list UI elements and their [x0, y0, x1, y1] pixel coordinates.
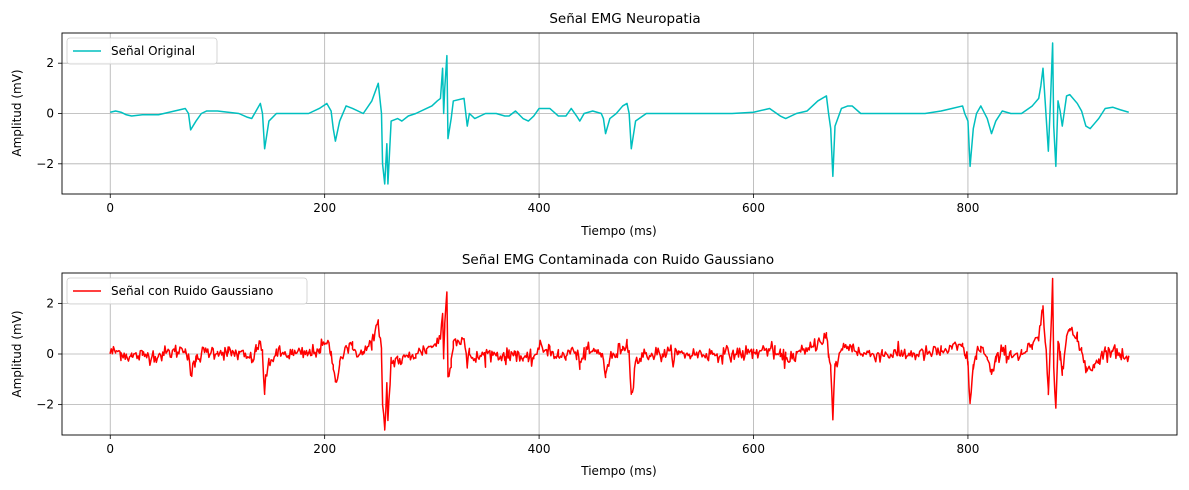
series-line [109, 277, 1130, 431]
x-ticks: 0 200 400 600 800 [106, 194, 979, 215]
y-tick-label: −2 [36, 398, 54, 412]
legend-entry: Señal con Ruido Gaussiano [111, 284, 273, 298]
chart-title: Señal EMG Neuropatia [549, 11, 700, 27]
subplot-original: Señal EMG Neuropatia 0 200 400 600 800 −202 … [10, 11, 1178, 238]
x-axis-label: Tiempo (ms) [580, 464, 656, 478]
x-tick-label: 200 [313, 442, 336, 456]
series-line [110, 42, 1129, 185]
y-tick-label: 0 [46, 347, 54, 361]
x-axis-label: Tiempo (ms) [580, 224, 656, 238]
x-tick-label: 800 [956, 442, 979, 456]
x-tick-label: 0 [106, 201, 114, 215]
y-axis-label: Amplitud (mV) [10, 310, 24, 397]
y-ticks: −2 0 2 [36, 56, 62, 171]
y-tick-label: 0 [46, 107, 54, 121]
series-line-group [109, 277, 1130, 431]
x-tick-label: 200 [313, 201, 336, 215]
y-axis-label: Amplitud (mV) [10, 69, 24, 156]
grid [62, 33, 1177, 194]
legend-box [66, 37, 218, 65]
series-line-group [110, 42, 1129, 185]
legend-box [66, 277, 308, 305]
x-ticks: 0 200 400 600 800 [106, 435, 979, 456]
legend-entry: Señal Original [111, 44, 195, 58]
x-tick-label: 600 [742, 201, 765, 215]
x-tick-label: 400 [528, 442, 551, 456]
y-tick-label: 2 [46, 56, 54, 70]
chart-title: Señal EMG Contaminada con Ruido Gaussian… [462, 252, 774, 268]
x-tick-label: 800 [956, 201, 979, 215]
x-tick-label: 0 [106, 442, 114, 456]
x-tick-label: 600 [742, 442, 765, 456]
y-tick-label: −2 [36, 157, 54, 171]
legend: Señal Original [66, 37, 218, 65]
y-tick-label: 2 [46, 296, 54, 310]
legend: Señal con Ruido Gaussiano [66, 277, 308, 305]
x-tick-label: 400 [528, 201, 551, 215]
y-ticks: −2 0 2 [36, 296, 62, 412]
subplot-noisy: Señal EMG Contaminada con Ruido Gaussian… [10, 252, 1178, 478]
